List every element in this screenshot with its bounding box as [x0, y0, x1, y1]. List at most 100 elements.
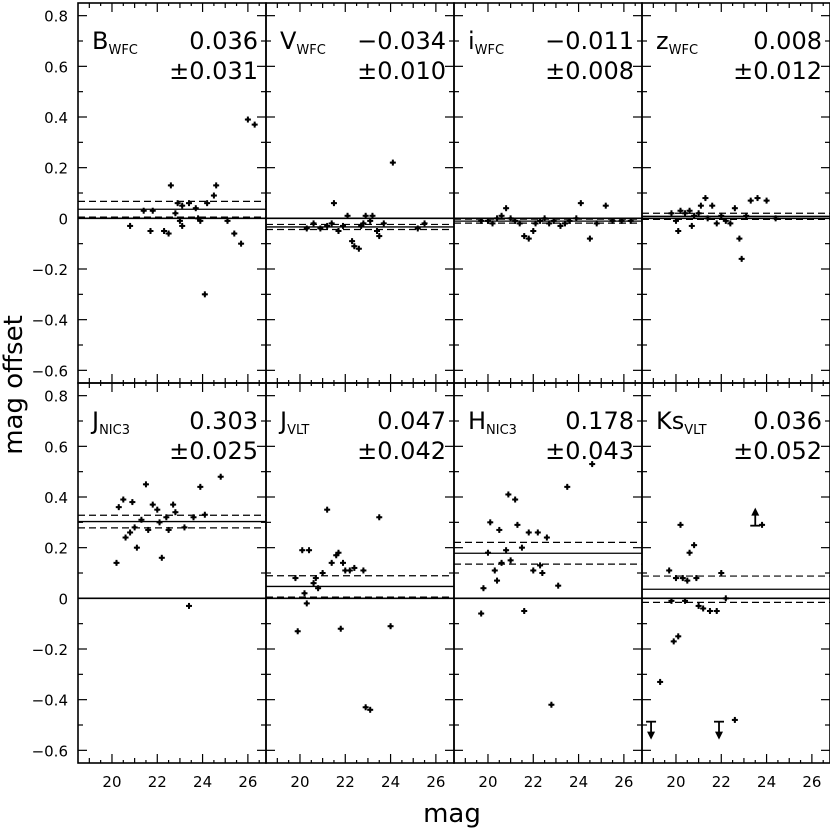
data-point — [718, 570, 725, 576]
y-tick-label: 0.4 — [44, 109, 68, 127]
data-point — [537, 217, 544, 224]
filter-label: VWFC — [280, 27, 326, 58]
data-point — [525, 529, 532, 536]
data-point — [695, 602, 702, 609]
data-point — [541, 215, 548, 222]
data-point — [537, 562, 544, 569]
data-point — [315, 585, 322, 592]
data-point — [201, 511, 208, 518]
data-point — [546, 220, 553, 227]
data-point — [503, 547, 510, 554]
data-point — [706, 608, 713, 614]
offset-value: 0.178 — [565, 407, 634, 435]
panel-8: KsVLT 0.036±0.052 — [641, 382, 830, 764]
data-point — [478, 610, 485, 617]
data-point — [557, 222, 564, 229]
data-point — [335, 549, 342, 556]
data-point — [310, 580, 317, 587]
filter-label: KsVLT — [656, 407, 707, 438]
data-point — [530, 567, 537, 574]
data-point — [142, 481, 149, 488]
offset-error: ±0.010 — [357, 57, 446, 85]
data-point — [149, 501, 156, 508]
data-point — [668, 597, 675, 604]
data-point — [675, 228, 682, 234]
data-point — [503, 205, 510, 212]
data-point — [602, 202, 609, 209]
data-point — [303, 600, 310, 607]
x-tick-label: 22 — [336, 773, 355, 791]
data-point — [145, 526, 152, 533]
data-point — [722, 217, 729, 224]
data-point — [484, 549, 491, 556]
data-point — [324, 222, 331, 229]
data-point — [376, 233, 383, 240]
data-point — [514, 521, 521, 528]
offset-error: ±0.025 — [169, 437, 258, 465]
offset-error: ±0.043 — [545, 437, 634, 465]
data-point — [525, 235, 532, 242]
data-point — [566, 217, 573, 224]
data-point — [210, 192, 217, 199]
data-point — [672, 217, 679, 224]
y-tick-label: 0.4 — [44, 489, 68, 507]
data-point — [251, 121, 258, 128]
data-point — [176, 217, 183, 224]
data-point — [668, 210, 675, 217]
data-point — [238, 240, 245, 247]
data-point — [127, 222, 134, 229]
data-point — [154, 506, 161, 513]
offset-value: 0.036 — [753, 407, 822, 435]
data-point — [507, 557, 514, 564]
data-point — [498, 559, 505, 566]
x-tick-label: 26 — [802, 773, 821, 791]
data-point — [530, 228, 537, 234]
data-point — [421, 220, 428, 227]
data-point — [534, 529, 541, 536]
y-tick-label: −0.2 — [32, 641, 68, 659]
offset-error: ±0.012 — [733, 57, 822, 85]
data-point — [507, 215, 514, 222]
offset-value: 0.047 — [377, 407, 446, 435]
data-point — [731, 716, 738, 723]
data-point — [306, 547, 313, 554]
data-point — [682, 597, 689, 604]
lower-limit-arrow — [750, 507, 761, 527]
data-point — [679, 575, 686, 582]
x-tick-label: 24 — [381, 773, 400, 791]
data-point — [489, 220, 496, 227]
data-point — [512, 496, 519, 503]
data-point — [573, 215, 580, 222]
data-point — [122, 534, 129, 541]
filter-label: iWFC — [468, 27, 504, 58]
data-point — [165, 230, 172, 237]
data-point — [743, 212, 750, 219]
data-point — [340, 559, 347, 566]
data-point — [373, 228, 380, 234]
x-tick-label: 20 — [290, 773, 309, 791]
x-tick-labels: 20 22 24 26 20 22 24 26 20 22 24 26 20 22 24 26 — [102, 773, 821, 791]
data-point — [657, 678, 664, 685]
data-point — [369, 212, 376, 219]
x-tick-label: 22 — [148, 773, 167, 791]
data-point — [414, 225, 421, 232]
data-point — [589, 461, 596, 468]
data-point — [672, 575, 679, 582]
data-point — [695, 210, 702, 217]
data-point — [351, 564, 358, 571]
data-point — [355, 245, 362, 252]
data-point — [709, 202, 716, 209]
data-point — [697, 202, 704, 209]
data-point — [147, 228, 154, 234]
data-point — [337, 625, 344, 632]
data-point — [165, 526, 172, 533]
data-point — [727, 220, 734, 227]
data-point — [231, 230, 238, 237]
data-point — [713, 220, 720, 227]
data-point — [376, 514, 383, 521]
data-point — [179, 222, 186, 229]
data-point — [367, 706, 374, 713]
y-tick-label: −0.6 — [32, 742, 68, 760]
panel-7: HNIC3 0.178±0.043 — [453, 382, 643, 764]
